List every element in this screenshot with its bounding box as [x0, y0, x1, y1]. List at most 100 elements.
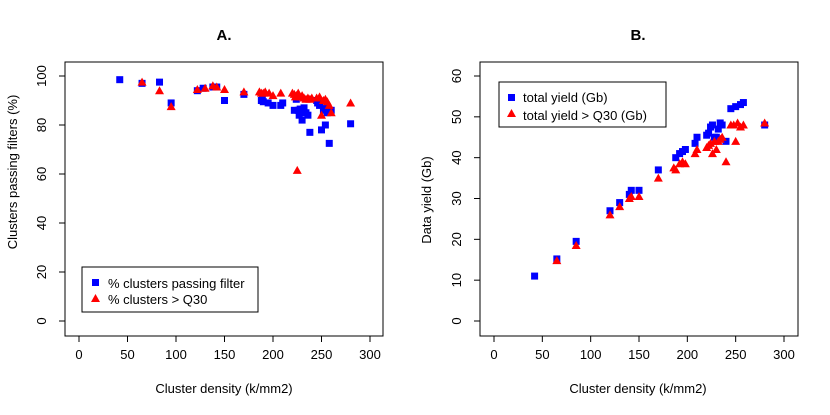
panel-a-series-1-point: [116, 76, 124, 84]
panel-a-series-2-point: [239, 87, 249, 96]
panel-a-y-tick-label: 20: [34, 265, 49, 279]
panel-b-legend-label-1: total yield (Gb): [523, 90, 608, 105]
panel-b-series-2-point: [711, 145, 721, 153]
panel-b-x-axis-label: Cluster density (k/mm2): [569, 381, 706, 396]
panel-b-y-tick-label: 10: [449, 273, 464, 287]
panel-a-y-tick-label: 40: [34, 216, 49, 230]
panel-b-series-2-point: [634, 191, 644, 200]
panel-b-series-1-point: [627, 186, 635, 194]
panel-b-series-2-point: [671, 165, 681, 174]
panel-a-x-tick-label: 250: [311, 347, 333, 362]
panel-a-y-tick-label: 80: [34, 118, 49, 132]
panel-a-series-1-point: [295, 111, 303, 119]
panel-a-series-1-point: [298, 116, 306, 124]
panel-a-series-2-point: [317, 110, 326, 119]
panel-a-series-2-point: [346, 98, 356, 107]
panel-b-series-1-point: [718, 121, 726, 129]
panel-a-series-1-point: [321, 121, 329, 129]
panel-a-x-tick-label: 100: [165, 347, 187, 362]
panel-a-legend-box: [81, 266, 259, 313]
panel-b-y-axis-label: Data yield (Gb): [419, 156, 434, 243]
panel-b-series-2-point: [738, 120, 748, 129]
panel-b-series-2-point: [707, 149, 717, 158]
legend-square-marker: [92, 279, 99, 286]
panel-a-series-1-point: [318, 126, 325, 134]
panel-b-series-1-point: [691, 139, 699, 147]
panel-a-series-2-point: [220, 84, 229, 93]
legend-triangle-marker: [91, 294, 100, 302]
panel-a-x-tick-label: 200: [262, 347, 284, 362]
panel-a-y-tick-label: 100: [34, 65, 49, 87]
panel-a-series-2-point: [315, 92, 325, 101]
panel-b-x-tick-label: 50: [535, 347, 549, 362]
legend-square-marker: [508, 94, 515, 101]
panel-a-series-1-point: [269, 101, 277, 109]
panel-b-series-1-point: [714, 125, 722, 133]
panel-a: A. 0 50 100 150 200 250 300 0 20 40 60 80 100 Clust…: [5, 27, 384, 396]
panel-b-x-axis: 0 50 100 150 200 250 300: [490, 335, 795, 362]
panel-a-series-2-point: [324, 100, 334, 109]
panel-b-series-2-point: [571, 240, 581, 249]
panel-b-x-tick-label: 200: [676, 347, 698, 362]
panel-a-series-2-point: [192, 84, 202, 93]
panel-a-y-axis-label: Clusters passing filters (%): [5, 95, 20, 250]
panel-a-series-2-point: [166, 102, 176, 111]
panel-b-legend-box: [498, 81, 667, 128]
panel-a-legend-label-1: % clusters passing filter: [108, 276, 245, 291]
panel-b-x-tick-label: 0: [490, 347, 497, 362]
panel-b-legend: total yield (Gb) total yield > Q30 (Gb): [498, 81, 667, 128]
panel-a-x-tick-label: 150: [214, 347, 236, 362]
panel-b-series-1-point: [531, 272, 539, 280]
panel-b-series-1-point: [739, 99, 747, 107]
panel-b-series-2-point: [552, 256, 562, 265]
panel-a-x-tick-label: 300: [359, 347, 381, 362]
panel-a-series-1-point: [279, 99, 287, 107]
panel-a-x-tick-label: 0: [75, 347, 82, 362]
panel-a-series-1-point: [259, 98, 267, 106]
panel-b-series-1-point: [635, 186, 643, 194]
panel-b-series-1-point: [722, 137, 730, 145]
legend-triangle-marker: [507, 109, 516, 117]
panel-a-x-tick-label: 50: [120, 347, 134, 362]
panel-b-series-2-point: [626, 191, 636, 200]
panel-a-x-axis-label: Cluster density (k/mm2): [155, 381, 292, 396]
panel-b-series-1-point: [727, 105, 735, 113]
panel-b-series-1-point: [732, 103, 740, 111]
panel-a-series-2-point: [276, 88, 286, 97]
panel-b-series-1-point: [681, 146, 689, 153]
panel-a-series-2-point: [292, 165, 302, 174]
panel-a-series-1-point: [320, 104, 328, 112]
panel-a-series-1-point: [316, 101, 324, 109]
panel-a-series-1-point: [221, 97, 228, 104]
panel-a-series-1-point: [290, 106, 298, 114]
panel-b-y-tick-label: 30: [449, 191, 464, 205]
panel-b-series-2-point: [692, 145, 702, 153]
panel-b-series-1-point: [654, 166, 662, 174]
panel-a-series-1-point: [300, 104, 308, 112]
panel-b-series-1-point: [708, 121, 716, 129]
panel-b-y-tick-label: 60: [449, 69, 464, 83]
panel-a-series-2-point: [268, 91, 278, 100]
panel-a-series-1-point: [347, 120, 355, 128]
panel-b-series-2-point: [760, 118, 770, 127]
panel-a-title: A.: [217, 27, 232, 44]
panel-a-legend-label-2: % clusters > Q30: [108, 292, 207, 307]
panel-b-series-2-point: [721, 157, 731, 166]
panel-b-legend-label-2: total yield > Q30 (Gb): [523, 108, 647, 123]
panel-b-series-1-point: [712, 133, 720, 141]
panel-b-series-2-point: [605, 210, 615, 219]
panel-a-legend: % clusters passing filter % clusters > Q…: [81, 266, 259, 313]
panel-a-series-1-point: [306, 128, 314, 136]
panel-b-series-2-point: [653, 173, 663, 182]
panel-a-y-tick-label: 60: [34, 167, 49, 181]
panel-b-y-tick-label: 20: [449, 232, 464, 246]
panel-b-x-tick-label: 150: [628, 347, 650, 362]
panel-b-series-2-point: [706, 138, 716, 147]
panel-a-y-tick-label: 0: [34, 317, 49, 324]
panel-b-series-1-point: [693, 133, 701, 141]
panel-a-series-2-point: [137, 77, 147, 86]
panel-a-y-axis: 0 20 40 60 80 100: [34, 65, 66, 325]
panel-a-series-1-point: [264, 99, 272, 107]
panel-b-series-1-point: [705, 129, 713, 137]
panel-a-x-axis: 0 50 100 150 200 250 300: [75, 335, 381, 362]
